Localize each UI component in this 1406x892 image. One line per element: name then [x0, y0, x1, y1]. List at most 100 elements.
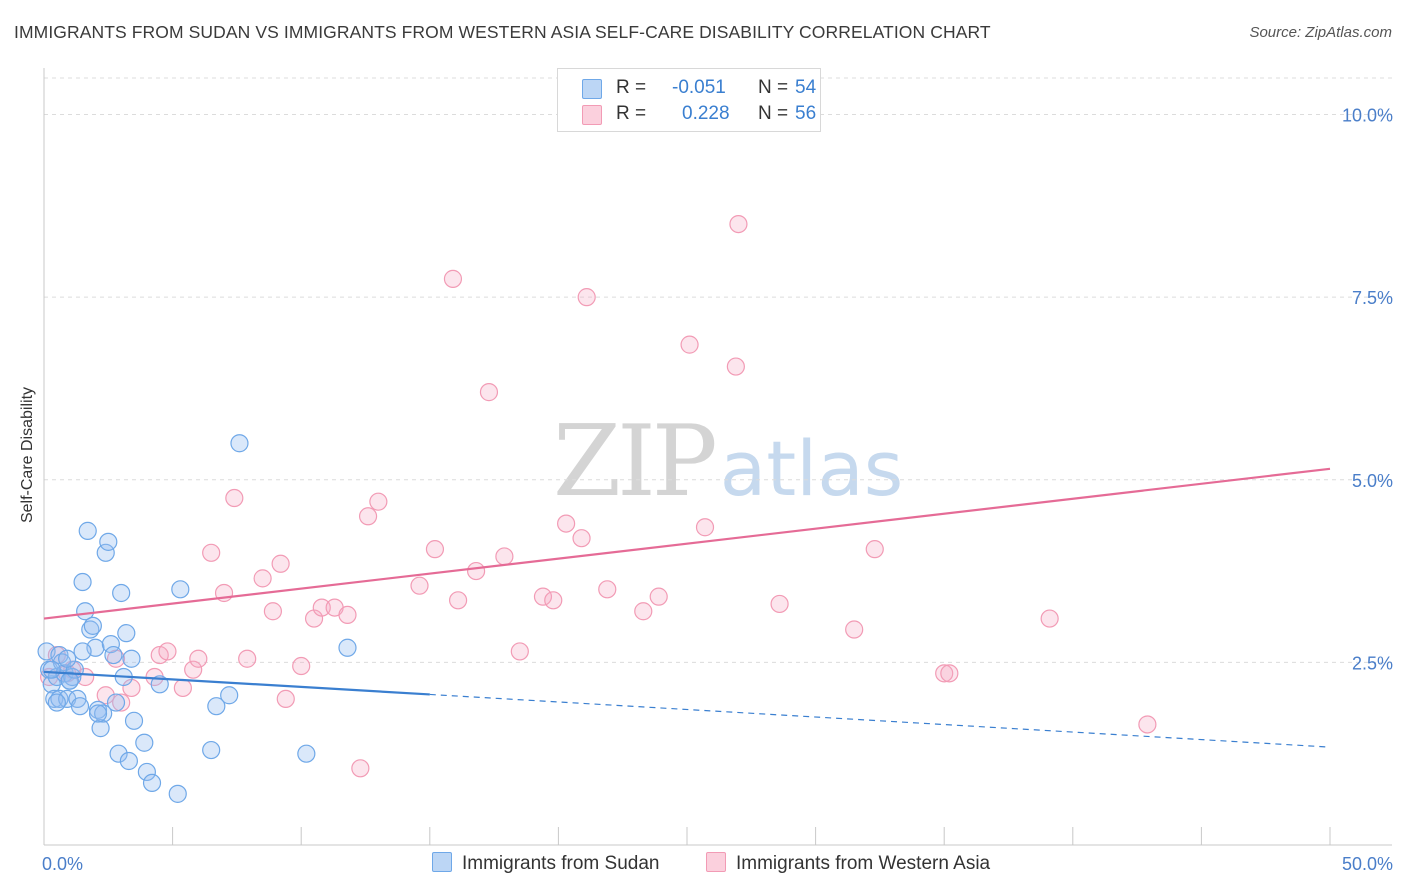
legend-n-label: N =	[758, 103, 789, 124]
sudan-point	[47, 693, 66, 712]
western-asia-point	[96, 686, 115, 705]
sudan-point	[109, 744, 128, 763]
western-asia-point	[173, 678, 192, 698]
western-asia-point	[495, 547, 514, 566]
western-asia-point	[351, 759, 370, 778]
sudan-point	[58, 649, 77, 668]
sudan-point	[150, 675, 169, 694]
western-asia-point	[479, 383, 499, 402]
bottom-legend-western-asia: Immigrants from Western Asia	[706, 852, 990, 875]
bottom-legend-label-sudan: Immigrants from Sudan	[462, 853, 660, 874]
western-asia-point	[292, 656, 311, 676]
sudan-point	[230, 434, 249, 453]
sudan-point	[101, 635, 120, 654]
western-asia-point	[202, 543, 221, 562]
western-asia-point	[276, 689, 295, 709]
western-asia-point	[112, 693, 131, 712]
sudan-point	[122, 649, 141, 668]
sudan-point	[106, 693, 126, 712]
western-asia-point	[253, 569, 272, 588]
sudan-point	[73, 642, 92, 661]
y-tick-label: 2.5%	[1352, 653, 1393, 673]
sudan-point	[168, 784, 187, 803]
sudan-point	[104, 645, 123, 665]
sudan-point	[137, 762, 156, 782]
sudan-point	[70, 697, 90, 716]
western-asia-point	[1138, 715, 1157, 734]
western-asia-point	[680, 335, 699, 354]
western-asia-point	[865, 540, 884, 559]
sudan-point	[207, 697, 226, 716]
western-asia-point	[577, 288, 596, 307]
western-asia-point	[729, 214, 748, 234]
western-asia-point	[533, 587, 553, 606]
western-asia-point	[634, 602, 653, 621]
legend-r-label: R =	[616, 103, 647, 124]
western-asia-point	[238, 649, 257, 668]
legend-n-value: 56	[795, 103, 817, 124]
western-asia-point	[510, 642, 529, 661]
legend-r-value: 0.228	[682, 103, 730, 124]
sudan-point	[78, 521, 97, 540]
x-tick-label-min: 0.0%	[42, 854, 83, 874]
western-asia-point	[271, 554, 290, 573]
sudan-point	[94, 704, 113, 723]
western-asia-point	[845, 620, 864, 639]
sudan-point	[338, 638, 357, 657]
sudan-point	[297, 744, 316, 763]
sudan-trend-extension	[429, 693, 1331, 748]
x-tick-label-max: 50.0%	[1342, 854, 1393, 874]
western-asia-point	[448, 591, 468, 610]
western-asia-trend-line	[43, 467, 1331, 620]
sudan-trend-line	[43, 670, 430, 696]
western-asia-point	[443, 269, 463, 288]
western-asia-point	[557, 514, 576, 533]
sudan-point	[68, 689, 87, 709]
western-asia-point	[770, 594, 789, 614]
western-asia-point	[425, 540, 445, 559]
sudan-point	[202, 740, 221, 760]
chart-title: IMMIGRANTS FROM SUDAN VS IMMIGRANTS FROM…	[14, 22, 991, 42]
bottom-legend-swatch-western-asia	[706, 852, 726, 872]
western-asia-point	[1040, 609, 1059, 628]
western-asia-point	[544, 591, 563, 610]
sudan-point	[91, 719, 110, 738]
sudan-point	[42, 660, 61, 679]
western-asia-point	[263, 602, 283, 621]
western-asia-point	[225, 488, 244, 508]
sudan-point	[88, 704, 108, 723]
sudan-point	[112, 583, 131, 603]
western-asia-point	[572, 529, 591, 548]
western-asia-point	[649, 587, 668, 606]
y-tick-label: 5.0%	[1352, 471, 1393, 491]
sudan-point	[220, 686, 239, 705]
western-asia-point	[76, 667, 95, 687]
western-asia-point	[369, 492, 388, 511]
legend-r-label: R =	[616, 77, 647, 98]
y-tick-label: 10.0%	[1342, 106, 1393, 126]
western-asia-point	[726, 357, 745, 376]
western-asia-point	[338, 605, 357, 625]
bottom-legend-swatch-sudan	[432, 852, 452, 872]
western-asia-point	[358, 507, 378, 526]
legend-swatch-western-asia	[582, 105, 602, 125]
western-asia-point	[410, 576, 429, 595]
western-asia-point	[158, 642, 177, 661]
sudan-point	[135, 733, 154, 752]
western-asia-point	[184, 660, 203, 679]
sudan-point	[73, 572, 92, 592]
sudan-point	[76, 602, 95, 621]
legend-r-value: -0.051	[672, 77, 726, 98]
correlation-legend: R = -0.051 N = 54 R = 0.228 N = 56	[557, 68, 821, 132]
legend-swatch-sudan	[582, 79, 602, 99]
sudan-point	[60, 671, 79, 690]
western-asia-point	[940, 664, 959, 683]
western-asia-point	[312, 598, 331, 617]
sudan-point	[117, 624, 136, 643]
western-asia-point	[935, 664, 954, 683]
bottom-legend-sudan: Immigrants from Sudan	[432, 852, 659, 875]
western-asia-point	[598, 580, 617, 599]
sudan-point	[142, 773, 162, 793]
western-asia-point	[189, 649, 208, 668]
